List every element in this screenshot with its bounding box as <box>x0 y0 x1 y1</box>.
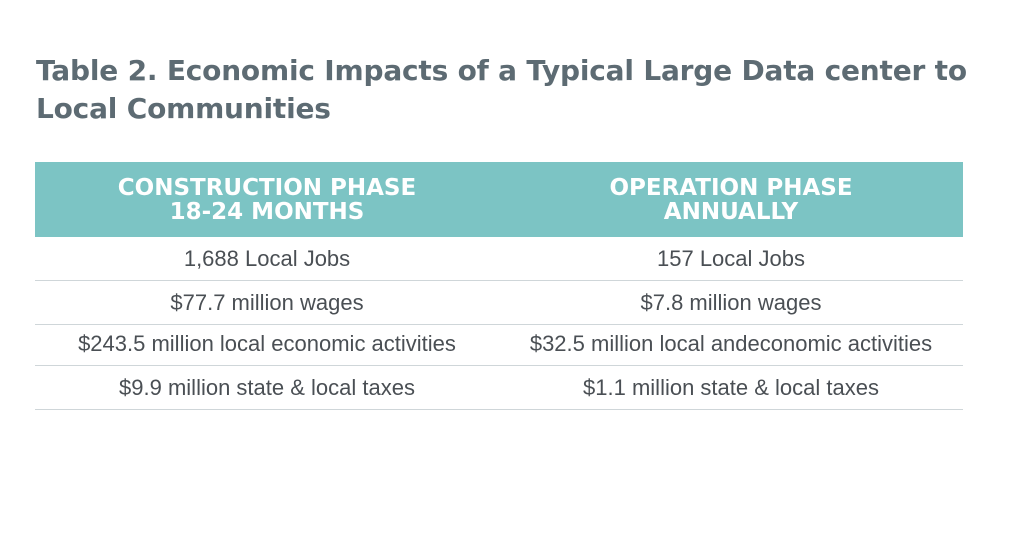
table-row-economic-activities: $243.5 million local economic activities… <box>35 324 963 366</box>
header-operation-phase: OPERATION PHASE ANNUALLY <box>499 162 963 237</box>
cell-construction-wages: $77.7 million wages <box>35 280 499 325</box>
table-title: Table 2. Economic Impacts of a Typical L… <box>36 54 967 125</box>
table-row-local-jobs: 1,688 Local Jobs 157 Local Jobs <box>35 237 963 281</box>
cell-construction-taxes: $9.9 million state & local taxes <box>35 365 499 410</box>
cell-operation-economic-activities: $32.5 million local andeconomic activiti… <box>499 324 963 366</box>
header-operation-phase-duration: ANNUALLY <box>663 198 799 225</box>
header-construction-phase-duration: 18-24 MONTHS <box>169 198 365 225</box>
table-row-taxes: $9.9 million state & local taxes $1.1 mi… <box>35 365 963 410</box>
cell-operation-wages: $7.8 million wages <box>499 280 963 325</box>
table-row-wages: $77.7 million wages $7.8 million wages <box>35 280 963 325</box>
header-construction-phase: CONSTRUCTION PHASE 18-24 MONTHS <box>35 162 499 237</box>
header-operation-phase-title: OPERATION PHASE <box>609 174 853 201</box>
header-construction-phase-title: CONSTRUCTION PHASE <box>117 174 417 201</box>
cell-construction-jobs: 1,688 Local Jobs <box>35 237 499 281</box>
economic-impacts-table: CONSTRUCTION PHASE 18-24 MONTHS OPERATIO… <box>35 162 963 410</box>
cell-construction-economic-activities: $243.5 million local economic activities <box>35 324 499 366</box>
cell-operation-taxes: $1.1 million state & local taxes <box>499 365 963 410</box>
table-header-row: CONSTRUCTION PHASE 18-24 MONTHS OPERATIO… <box>35 162 963 237</box>
cell-operation-jobs: 157 Local Jobs <box>499 237 963 281</box>
